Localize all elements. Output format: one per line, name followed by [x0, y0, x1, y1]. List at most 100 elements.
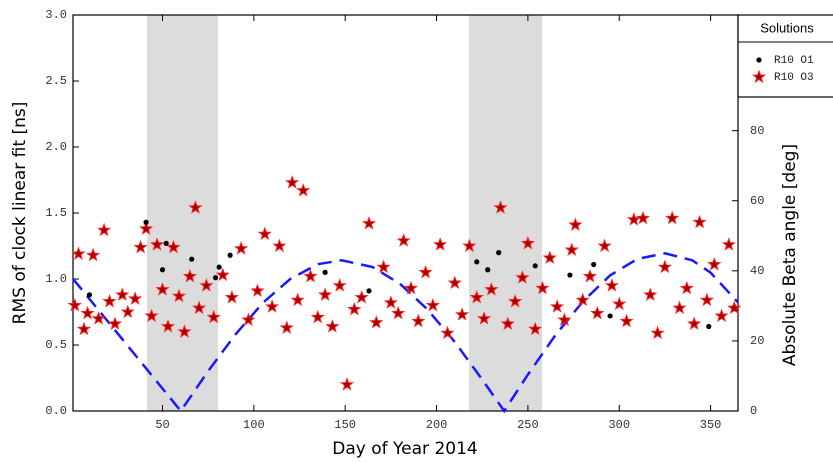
- star-point: [582, 269, 598, 283]
- star-point: [234, 241, 249, 255]
- y-tick-label: 0.0: [45, 404, 67, 418]
- x-tick-label: 50: [155, 418, 169, 432]
- y2-tick-label: 80: [750, 124, 764, 138]
- star-point: [128, 291, 143, 305]
- star-point: [188, 200, 203, 214]
- star-point: [714, 308, 729, 322]
- dot-point: [532, 263, 538, 269]
- star-point: [192, 300, 207, 315]
- star-point: [361, 216, 377, 230]
- x-tick-label: 250: [517, 418, 539, 432]
- star-point: [672, 300, 687, 315]
- y-tick-label: 1.0: [45, 272, 67, 286]
- star-point: [643, 287, 658, 301]
- star-point: [133, 239, 148, 254]
- star-point: [469, 290, 484, 304]
- y2-axis-title: Absolute Beta angle [deg]: [780, 144, 800, 366]
- star-point: [687, 316, 702, 330]
- y-tick-label: 0.5: [45, 338, 67, 352]
- plot-layer: [146, 15, 542, 411]
- dot-point: [216, 264, 222, 270]
- star-point: [285, 175, 300, 189]
- star-point: [102, 293, 117, 308]
- dot-point: [567, 272, 573, 278]
- star-point: [699, 292, 714, 307]
- star-point: [707, 257, 722, 271]
- legend-label: R10 O3: [774, 72, 814, 84]
- star-point: [440, 325, 455, 340]
- star-point: [626, 212, 641, 226]
- dot-point: [474, 259, 480, 265]
- star-point: [500, 316, 515, 330]
- star-point: [325, 319, 340, 333]
- star-point: [403, 280, 419, 295]
- star-point: [67, 297, 82, 312]
- star-point: [149, 237, 165, 251]
- star-point: [376, 259, 391, 274]
- star-point: [535, 280, 550, 295]
- star-point: [290, 292, 305, 307]
- beta-line: [72, 252, 739, 414]
- dot-point: [189, 256, 195, 262]
- star-point: [86, 247, 101, 262]
- star-point: [564, 242, 579, 256]
- dot-point: [163, 240, 169, 246]
- dot-point: [143, 219, 149, 225]
- star-point: [115, 287, 130, 301]
- dot-point: [607, 313, 613, 319]
- dot-point: [706, 323, 712, 330]
- dot-point: [227, 252, 233, 258]
- x-tick-label: 100: [243, 418, 265, 432]
- star-point: [224, 290, 239, 304]
- star-point: [657, 259, 672, 274]
- star-point: [76, 321, 92, 336]
- star-point: [679, 280, 694, 295]
- x-axis-title: Day of Year 2014: [332, 439, 477, 459]
- star-point: [97, 222, 112, 237]
- star-point: [272, 238, 287, 253]
- star-point: [528, 321, 543, 336]
- star-point: [354, 290, 369, 304]
- star-point: [171, 288, 187, 303]
- star-point: [250, 283, 265, 297]
- star-point: [391, 305, 406, 320]
- star-point: [265, 299, 280, 313]
- star-point: [215, 267, 230, 282]
- legend-marker: [751, 69, 767, 84]
- star-point: [604, 278, 619, 292]
- dot-point: [159, 267, 166, 273]
- y-tick-label: 1.5: [45, 206, 67, 220]
- dot-point: [366, 288, 372, 294]
- star-point: [71, 246, 86, 260]
- star-point: [462, 238, 477, 253]
- star-point: [257, 226, 272, 241]
- star-point: [597, 238, 612, 253]
- star-point: [508, 293, 523, 308]
- star-point: [310, 309, 325, 324]
- legend-box: [737, 14, 833, 98]
- star-point: [721, 237, 736, 251]
- shaded-range: [146, 15, 219, 411]
- star-point: [155, 282, 170, 296]
- y-axis-title: RMS of clock linear fit [ns]: [10, 102, 30, 325]
- star-point: [411, 313, 426, 328]
- y-tick-label: 2.5: [45, 74, 67, 88]
- star-point: [665, 210, 680, 225]
- x-tick-label: 350: [700, 418, 722, 432]
- dot-point: [591, 261, 597, 268]
- star-point: [612, 296, 627, 311]
- star-point: [418, 264, 433, 279]
- legend-label: R10 O1: [774, 55, 814, 67]
- star-point: [520, 236, 535, 250]
- star-point: [318, 287, 333, 301]
- star-point: [447, 275, 462, 289]
- star-point: [166, 239, 181, 254]
- y-tick-label: 2.0: [45, 140, 67, 154]
- star-point: [206, 309, 221, 324]
- shaded-range: [468, 15, 542, 411]
- x-tick-label: 150: [334, 418, 356, 432]
- dot-point: [496, 250, 502, 256]
- y2-tick-label: 40: [750, 264, 764, 278]
- y2-tick-label: 60: [750, 194, 764, 208]
- star-point: [568, 217, 583, 231]
